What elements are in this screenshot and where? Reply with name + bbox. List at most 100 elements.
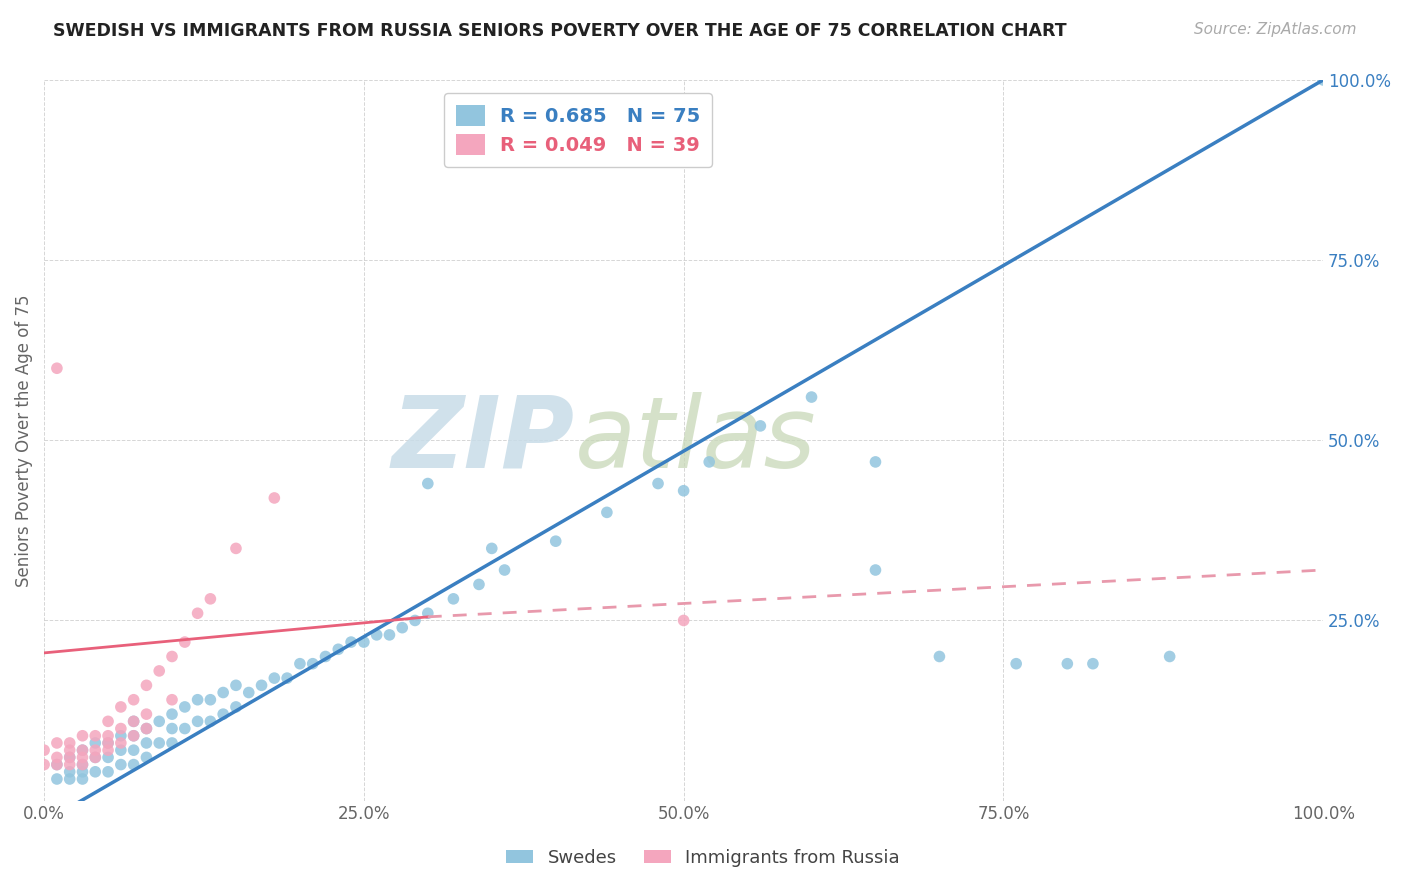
Point [84,750,107,764]
Point [59,772,82,786]
Point [148,736,170,750]
Point [1081,657,1104,671]
Point [928,649,950,664]
Point [84,729,107,743]
Point [122,729,145,743]
Point [110,700,132,714]
Point [45,757,67,772]
Point [45,772,67,786]
Point [97,736,120,750]
Point [212,685,235,699]
Y-axis label: Seniors Poverty Over the Age of 75: Seniors Poverty Over the Age of 75 [15,294,32,587]
Point [200,591,222,606]
Point [225,700,247,714]
Point [391,621,413,635]
Point [45,736,67,750]
Point [672,483,695,498]
Point [481,541,503,556]
Point [468,577,491,591]
Point [72,772,94,786]
Point [122,714,145,729]
Point [72,750,94,764]
Point [97,714,120,729]
Point [749,418,772,433]
Point [32,757,55,772]
Point [441,591,464,606]
Point [122,757,145,772]
Point [697,455,720,469]
Text: SWEDISH VS IMMIGRANTS FROM RUSSIA SENIORS POVERTY OVER THE AGE OF 75 CORRELATION: SWEDISH VS IMMIGRANTS FROM RUSSIA SENIOR… [53,22,1067,40]
Point [135,722,157,736]
Point [1159,649,1181,664]
Text: atlas: atlas [575,392,817,489]
Point [72,757,94,772]
Point [416,607,439,621]
Point [225,678,247,692]
Point [72,757,94,772]
Point [173,722,195,736]
Text: ZIP: ZIP [392,392,575,489]
Point [212,707,235,722]
Point [122,743,145,757]
Point [187,692,209,706]
Point [122,729,145,743]
Point [160,736,183,750]
Point [97,743,120,757]
Point [865,455,887,469]
Point [72,743,94,757]
Point [32,743,55,757]
Point [404,614,426,628]
Point [378,628,401,642]
Point [110,757,132,772]
Point [97,764,120,779]
Point [59,750,82,764]
Point [97,729,120,743]
Point [200,692,222,706]
Text: Source: ZipAtlas.com: Source: ZipAtlas.com [1194,22,1357,37]
Point [328,642,350,657]
Point [263,491,285,505]
Point [173,700,195,714]
Point [135,736,157,750]
Point [160,707,183,722]
Point [122,714,145,729]
Point [416,476,439,491]
Point [135,722,157,736]
Point [865,563,887,577]
Point [148,664,170,678]
Point [173,635,195,649]
Point [800,390,823,404]
Legend: R = 0.685   N = 75, R = 0.049   N = 39: R = 0.685 N = 75, R = 0.049 N = 39 [444,94,713,167]
Point [340,635,363,649]
Point [84,750,107,764]
Point [187,714,209,729]
Point [1005,657,1028,671]
Point [72,729,94,743]
Point [250,678,273,692]
Point [187,607,209,621]
Point [135,707,157,722]
Point [200,714,222,729]
Legend: Swedes, Immigrants from Russia: Swedes, Immigrants from Russia [499,842,907,874]
Point [97,750,120,764]
Point [301,657,323,671]
Point [84,736,107,750]
Point [84,743,107,757]
Point [238,685,260,699]
Point [59,743,82,757]
Point [1056,657,1078,671]
Point [110,729,132,743]
Point [45,361,67,376]
Point [276,671,298,685]
Point [110,736,132,750]
Point [148,714,170,729]
Point [160,722,183,736]
Point [544,534,567,549]
Point [84,764,107,779]
Point [288,657,311,671]
Point [110,722,132,736]
Point [225,541,247,556]
Point [366,628,388,642]
Point [160,649,183,664]
Point [110,743,132,757]
